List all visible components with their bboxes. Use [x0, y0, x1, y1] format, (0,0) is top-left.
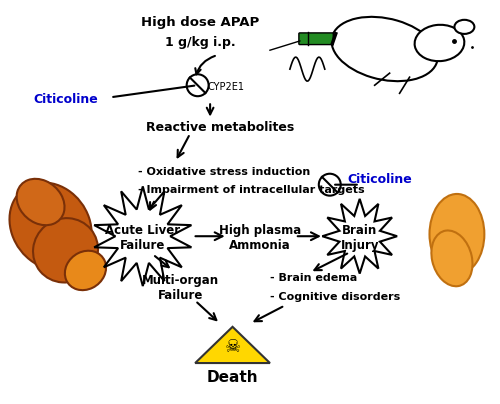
- Text: Ammonia: Ammonia: [229, 239, 291, 252]
- Text: - Oxidative stress induction: - Oxidative stress induction: [138, 167, 310, 177]
- Ellipse shape: [332, 17, 438, 81]
- Text: Death: Death: [206, 370, 258, 385]
- Text: High plasma: High plasma: [219, 224, 301, 237]
- Text: Multi-organ: Multi-organ: [142, 274, 219, 287]
- Text: 1 g/kg i.p.: 1 g/kg i.p.: [165, 36, 236, 49]
- Text: Failure: Failure: [158, 289, 203, 302]
- Text: - Impairment of intracellular targets: - Impairment of intracellular targets: [138, 185, 364, 195]
- Text: Citicoline: Citicoline: [348, 173, 412, 186]
- Text: ☠: ☠: [224, 338, 240, 356]
- Text: Injury: Injury: [340, 239, 379, 252]
- Ellipse shape: [432, 230, 472, 286]
- Ellipse shape: [414, 25, 465, 61]
- Text: CYP2E1: CYP2E1: [208, 82, 244, 92]
- Polygon shape: [94, 186, 192, 286]
- Ellipse shape: [65, 251, 106, 290]
- Text: Failure: Failure: [120, 239, 166, 252]
- Text: Reactive metabolites: Reactive metabolites: [146, 121, 294, 134]
- Ellipse shape: [33, 218, 98, 282]
- Ellipse shape: [10, 183, 92, 270]
- Text: High dose APAP: High dose APAP: [141, 16, 260, 29]
- Text: Acute Liver: Acute Liver: [105, 224, 180, 237]
- Ellipse shape: [430, 194, 484, 274]
- Text: - Brain edema: - Brain edema: [270, 274, 357, 284]
- Text: Citicoline: Citicoline: [33, 93, 98, 106]
- Ellipse shape: [454, 20, 474, 34]
- Text: Brain: Brain: [342, 224, 378, 237]
- Polygon shape: [195, 327, 270, 363]
- Polygon shape: [322, 199, 397, 274]
- FancyBboxPatch shape: [299, 33, 334, 44]
- Ellipse shape: [16, 179, 64, 225]
- Text: - Cognitive disorders: - Cognitive disorders: [270, 292, 400, 302]
